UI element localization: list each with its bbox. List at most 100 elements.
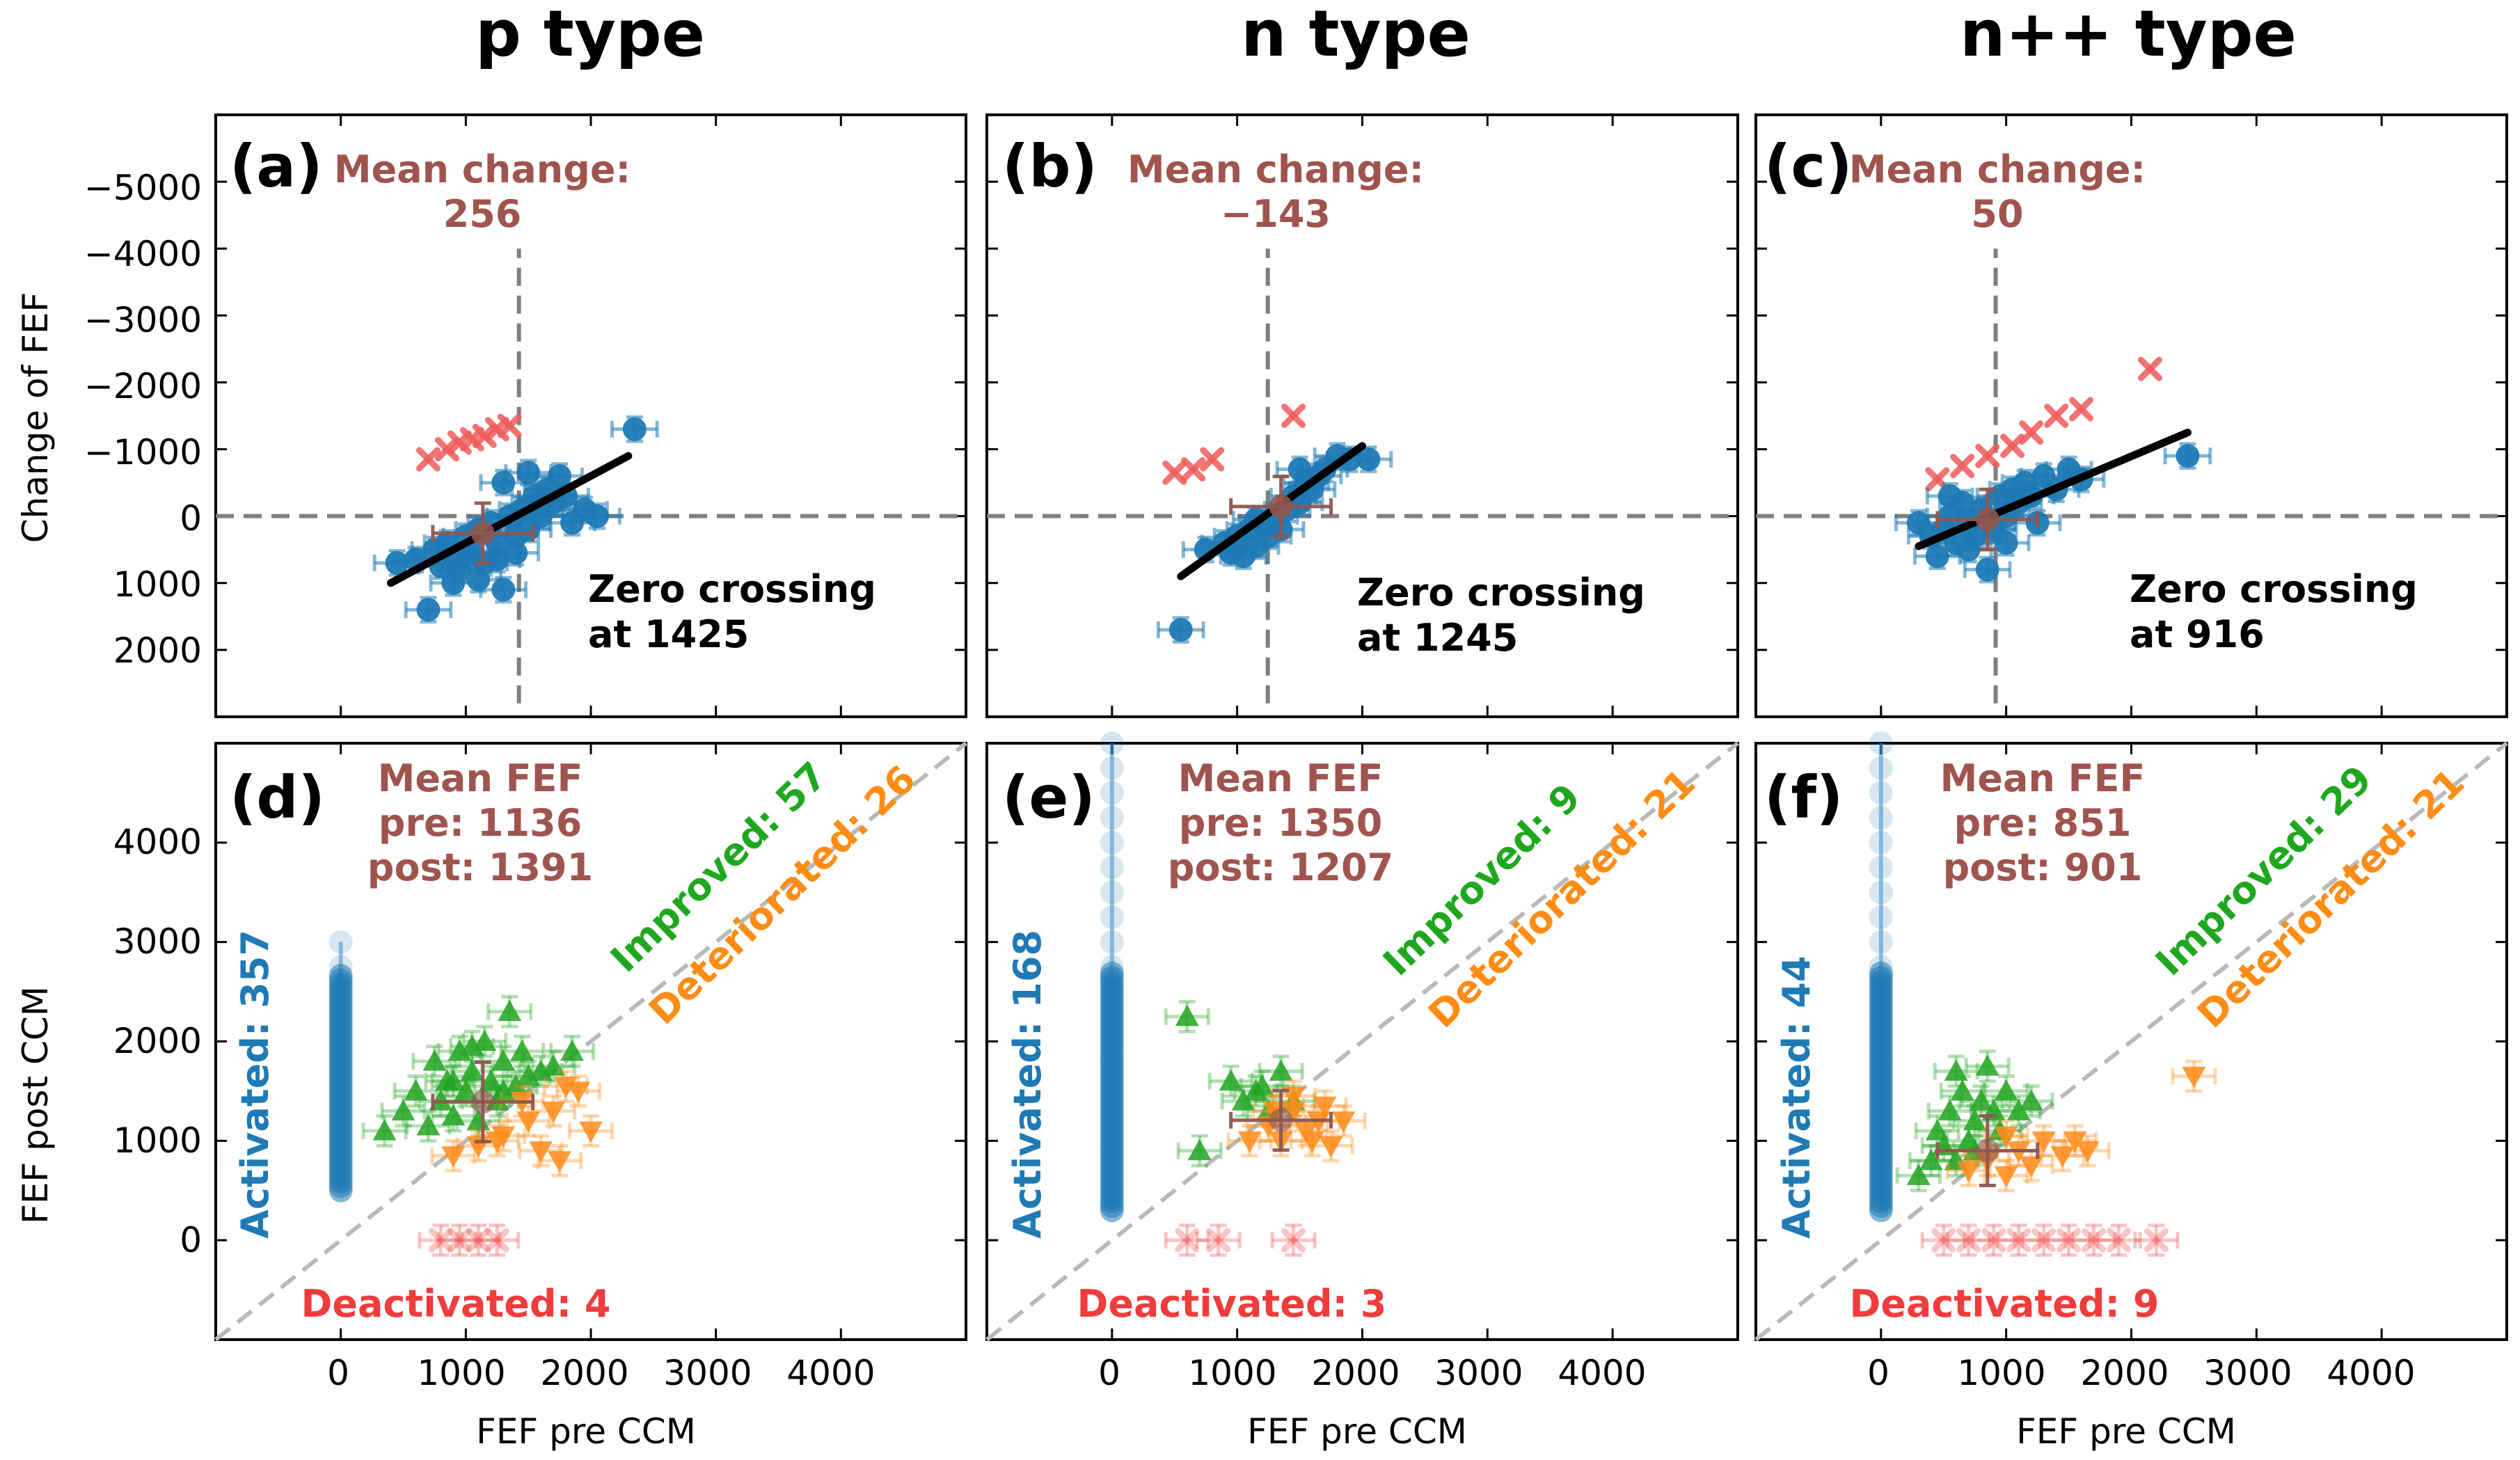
improved-point [2019,1089,2043,1111]
xlabel-d: FEF pre CCM [476,1411,696,1452]
deactivated-point-stroke [2031,1228,2057,1253]
deactivated-point-stroke [447,1228,472,1253]
mean-fef-pre-e: pre: 1350 [1179,801,1383,845]
deactivated-point [2143,1228,2169,1253]
zero-crossing-b-line1: Zero crossing [1357,571,1645,614]
panel-f-plot [1754,731,2508,1342]
point-errorbar [2057,466,2106,493]
point-errorbar [474,1223,521,1257]
deteriorated-point [1300,1131,1324,1153]
deactivated-point-stroke [497,413,522,438]
point-errorbar [418,1223,464,1257]
activated-point [1869,930,1893,954]
deactivated-point [497,413,522,438]
improved-point [473,1029,497,1052]
xtick-label: 3000 [663,1353,752,1393]
activated-column [1869,731,1893,1223]
xtick-label: 2000 [1311,1353,1400,1393]
ytick-label: −1000 [84,432,202,473]
mean-point [470,521,495,546]
deteriorated-point [2050,1146,2075,1168]
deteriorated-point [1281,1101,1306,1123]
zero-crossing-a-line2: at 1425 [588,612,749,656]
xtick-label: 0 [327,1353,349,1393]
improved-point [460,1034,484,1056]
activated-point [1869,855,1893,880]
deactivated-point-stroke [428,1228,453,1253]
deactivated-point-stroke [1200,447,1225,472]
deteriorated-point [566,1081,591,1103]
panel-b-plot [985,113,1739,718]
improved-point [560,1039,585,1061]
improved-point [1187,1138,1212,1161]
deteriorated-point [541,1101,566,1123]
mean-fef-post-e: post: 1207 [1168,846,1393,889]
panel-label-d: (d) [230,763,325,832]
data-point [1925,544,1949,569]
point-errorbar [1945,1223,1992,1257]
mean-change-title-b: Mean change: [1127,148,1424,191]
deactivated-point [1281,1228,1306,1253]
panel-label-c: (c) [1764,132,1853,200]
point-errorbar [455,1223,502,1257]
xtick-label: 1000 [417,1353,505,1393]
improved-point [1994,1079,2018,1101]
deactivated-point [2031,1228,2057,1253]
activated-point [1100,855,1124,880]
activated-column [1100,731,1124,1223]
xtick-label: 4000 [1558,1353,1646,1393]
deactivated-point-stroke [2031,1228,2057,1253]
data-point [548,464,572,488]
activated-point [1100,880,1124,905]
ytick-label: 4000 [113,822,202,862]
panel-label-b: (b) [1002,132,1097,200]
deactivated-point [2044,404,2069,428]
fit-line [387,452,633,587]
deactivated-point [1181,457,1206,482]
improved-point [510,1039,534,1061]
point-errorbar [1970,1223,2017,1257]
deactivated-point [1956,1228,1981,1253]
deactivated-point-stroke [472,423,497,448]
data-point [1937,484,1962,508]
data-point [491,578,516,602]
deactivated-label-f: Deactivated: 9 [1850,1282,2160,1326]
deactivated-point-stroke [2006,1228,2031,1253]
zero-crossing-c-line2: at 916 [2130,612,2265,656]
deactivated-point-stroke [434,437,459,462]
data-point [441,571,466,595]
deactivated-point-stroke [2143,1228,2169,1253]
improved-point [404,1079,428,1101]
improved-point [1219,1069,1243,1091]
xlabel-e: FEF pre CCM [1247,1411,1467,1452]
deactivated-point [2082,1228,2107,1253]
deteriorated-point [579,1121,603,1143]
xtick-label: 0 [1867,1353,1889,1393]
activated-label-d: Activated: 357 [233,930,277,1239]
point-errorbar [1995,1223,2042,1257]
ytick-label: 1000 [113,1120,202,1161]
deactivated-point-stroke [1175,1228,1200,1253]
activated-point [1100,756,1124,780]
improved-point [2006,1099,2031,1121]
deactivated-point-stroke [415,447,441,472]
deactivated-point-stroke [2006,1228,2031,1253]
improved-point [1250,1074,1274,1096]
deteriorated-point [2031,1131,2056,1153]
deactivated-point [2019,420,2044,445]
mean-fef-title-d: Mean FEF [378,756,583,800]
deactivated-point [1175,1228,1200,1253]
deactivated-point [1975,443,2000,468]
mean-fef-pre-d: pre: 1136 [379,801,583,845]
mean-fef-pre-f: pre: 851 [1954,801,2131,845]
point-errorbar [1270,1223,1317,1257]
deactivated-point [2069,397,2094,422]
deactivated-point-stroke [1162,460,1187,485]
deactivated-point-stroke [1206,1228,1231,1253]
deactivated-point-stroke [1281,404,1306,428]
deteriorated-point [485,1131,509,1153]
deactivated-point-stroke [1281,1228,1306,1253]
deactivated-point-stroke [1181,457,1206,482]
deactivated-point-stroke [1206,1228,1231,1253]
deactivated-point-stroke [1925,467,1950,492]
